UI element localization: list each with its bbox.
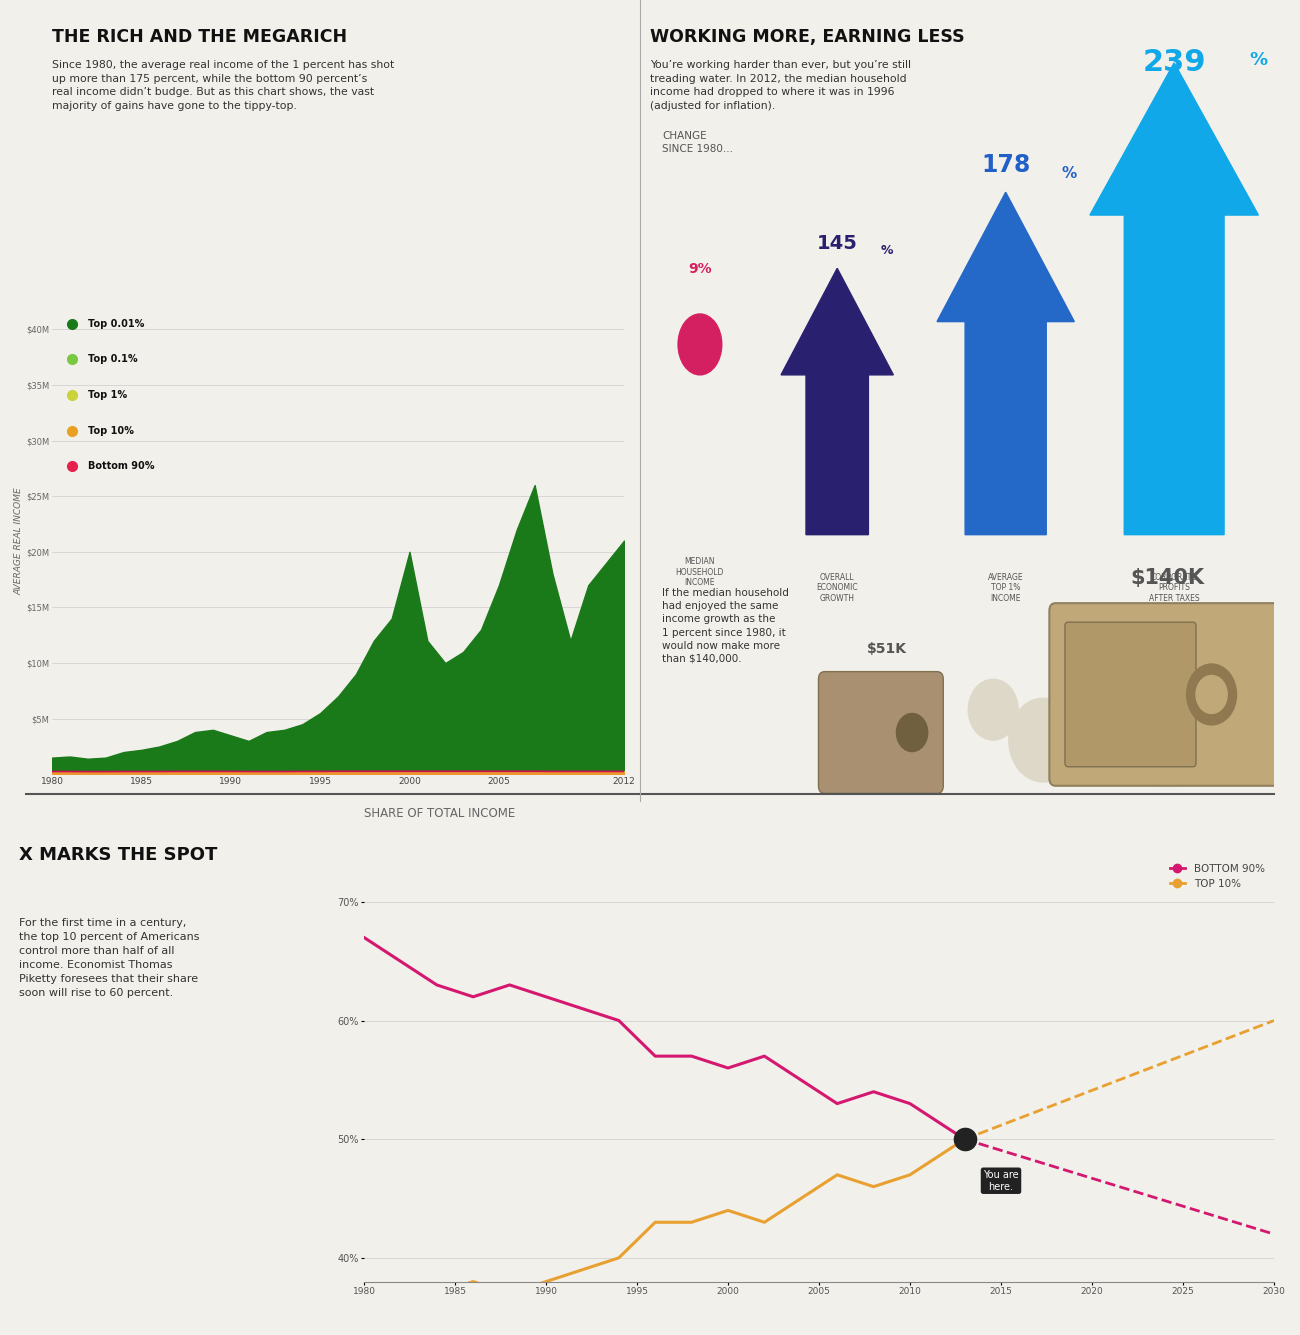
Text: AVERAGE
TOP 1%
INCOME: AVERAGE TOP 1% INCOME <box>988 573 1023 602</box>
Text: Top 10%: Top 10% <box>88 426 134 435</box>
FancyBboxPatch shape <box>819 672 944 793</box>
Text: Top 0.1%: Top 0.1% <box>88 354 138 364</box>
Text: Since 1980, the average real income of the 1 percent has shot
up more than 175 p: Since 1980, the average real income of t… <box>52 60 394 111</box>
Text: %: % <box>1062 166 1078 180</box>
Text: OVERALL
ECONOMIC
GROWTH: OVERALL ECONOMIC GROWTH <box>816 573 858 602</box>
Circle shape <box>1009 698 1078 782</box>
Text: You’re working harder than ever, but you’re still
treading water. In 2012, the m: You’re working harder than ever, but you… <box>650 60 911 111</box>
FancyBboxPatch shape <box>1049 603 1280 786</box>
Text: 145: 145 <box>816 234 858 254</box>
Text: If the median household
had enjoyed the same
income growth as the
1 percent sinc: If the median household had enjoyed the … <box>663 587 789 663</box>
Text: 239: 239 <box>1143 48 1206 76</box>
Text: $51K: $51K <box>867 642 907 657</box>
Text: Top 0.01%: Top 0.01% <box>88 319 144 328</box>
Legend: BOTTOM 90%, TOP 10%: BOTTOM 90%, TOP 10% <box>1166 860 1269 893</box>
Text: WORKING MORE, EARNING LESS: WORKING MORE, EARNING LESS <box>650 28 965 45</box>
Polygon shape <box>781 268 893 534</box>
Text: THE RICH AND THE MEGARICH: THE RICH AND THE MEGARICH <box>52 28 347 45</box>
Text: 178: 178 <box>982 154 1031 178</box>
Circle shape <box>1065 676 1109 729</box>
Text: $140K: $140K <box>1131 567 1205 587</box>
Text: CORPORATE
PROFITS
AFTER TAXES: CORPORATE PROFITS AFTER TAXES <box>1149 573 1200 602</box>
Text: %: % <box>881 244 893 256</box>
Circle shape <box>1187 663 1236 725</box>
FancyBboxPatch shape <box>1065 622 1196 766</box>
Text: SHARE OF TOTAL INCOME: SHARE OF TOTAL INCOME <box>364 808 515 820</box>
Circle shape <box>968 680 1018 740</box>
Text: %: % <box>1249 52 1268 69</box>
Text: MEDIAN
HOUSEHOLD
INCOME: MEDIAN HOUSEHOLD INCOME <box>676 558 724 587</box>
Text: 9%: 9% <box>688 262 711 276</box>
Circle shape <box>897 713 928 752</box>
Polygon shape <box>1089 63 1258 534</box>
Text: X MARKS THE SPOT: X MARKS THE SPOT <box>20 846 217 864</box>
Circle shape <box>1196 676 1227 713</box>
Ellipse shape <box>1056 618 1280 786</box>
Text: Top 1%: Top 1% <box>88 390 127 400</box>
Ellipse shape <box>679 314 722 375</box>
Text: For the first time in a century,
the top 10 percent of Americans
control more th: For the first time in a century, the top… <box>20 918 199 999</box>
Text: CHANGE
SINCE 1980...: CHANGE SINCE 1980... <box>663 131 733 154</box>
Text: You are
here.: You are here. <box>983 1169 1019 1192</box>
Text: Bottom 90%: Bottom 90% <box>88 461 155 471</box>
Polygon shape <box>937 192 1074 534</box>
Y-axis label: AVERAGE REAL INCOME: AVERAGE REAL INCOME <box>14 487 23 594</box>
